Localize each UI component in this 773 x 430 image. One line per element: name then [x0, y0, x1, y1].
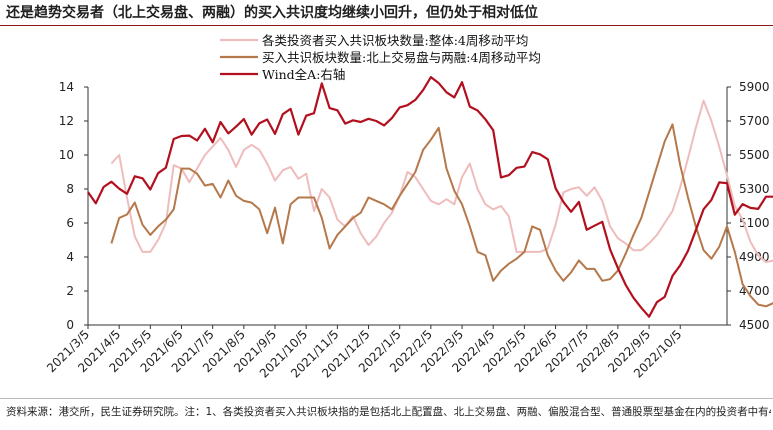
source-note: 资料来源：港交所，民生证券研究院。注：1、各类投资者买入共识板块指的是包括北上配… — [6, 406, 771, 418]
right-tick-label: 4900 — [739, 250, 770, 264]
left-tick-label: 0 — [66, 318, 74, 332]
right-tick-label: 4500 — [739, 318, 770, 332]
left-tick-label: 8 — [66, 182, 74, 196]
legend-label-3: Wind全A:右轴 — [262, 67, 345, 82]
right-tick-label: 5900 — [739, 80, 770, 94]
legend: 各类投资者买入共识板块数量:整体:4周移动平均买入共识板块数量:北上交易盘与两融… — [220, 33, 541, 82]
series-line-3 — [87, 75, 773, 318]
legend-label-1: 各类投资者买入共识板块数量:整体:4周移动平均 — [262, 33, 528, 48]
title-divider — [0, 25, 773, 26]
right-tick-label: 5100 — [739, 216, 770, 230]
legend-label-2: 买入共识板块数量:北上交易盘与两融:4周移动平均 — [262, 50, 541, 65]
series-lines — [87, 75, 773, 318]
right-tick-label: 5700 — [739, 114, 770, 128]
right-tick-label: 5300 — [739, 182, 770, 196]
left-tick-label: 12 — [59, 114, 74, 128]
right-tick-label: 5500 — [739, 148, 770, 162]
left-tick-label: 6 — [66, 216, 74, 230]
right-tick-label: 4700 — [739, 284, 770, 298]
series-line-1 — [110, 99, 773, 264]
series-line-2 — [110, 123, 773, 308]
chart-title: 还是趋势交易者（北上交易盘、两融）的买入共识度均继续小回升，但仍处于相对低位 — [6, 5, 538, 21]
line-chart: 各类投资者买入共识板块数量:整体:4周移动平均买入共识板块数量:北上交易盘与两融… — [44, 33, 773, 381]
left-tick-label: 4 — [66, 250, 74, 264]
left-tick-label: 2 — [66, 284, 74, 298]
left-tick-label: 10 — [59, 148, 74, 162]
left-tick-label: 14 — [59, 80, 74, 94]
footer-divider — [0, 398, 773, 399]
